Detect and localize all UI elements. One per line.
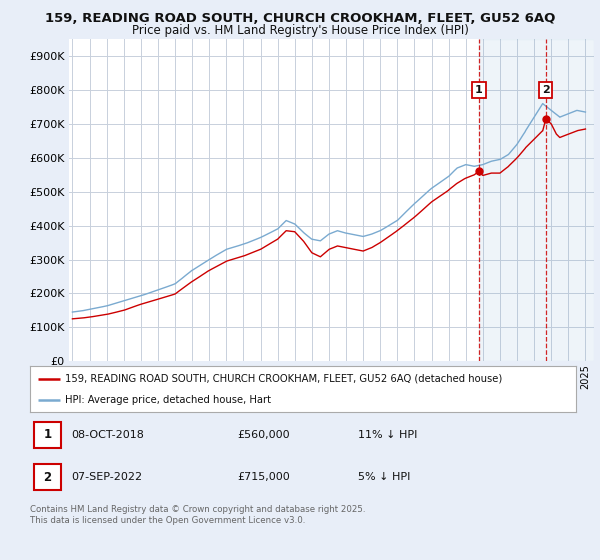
Text: 5% ↓ HPI: 5% ↓ HPI [358, 472, 410, 482]
Text: 159, READING ROAD SOUTH, CHURCH CROOKHAM, FLEET, GU52 6AQ: 159, READING ROAD SOUTH, CHURCH CROOKHAM… [45, 12, 555, 25]
Text: 11% ↓ HPI: 11% ↓ HPI [358, 430, 417, 440]
Text: Price paid vs. HM Land Registry's House Price Index (HPI): Price paid vs. HM Land Registry's House … [131, 24, 469, 36]
FancyBboxPatch shape [34, 422, 61, 447]
Text: 2: 2 [542, 85, 550, 95]
Text: 1: 1 [43, 428, 52, 441]
FancyBboxPatch shape [34, 464, 61, 490]
Text: 07-SEP-2022: 07-SEP-2022 [71, 472, 142, 482]
Text: £715,000: £715,000 [238, 472, 290, 482]
Bar [479, 39, 594, 361]
Text: 1: 1 [475, 85, 483, 95]
Text: 08-OCT-2018: 08-OCT-2018 [71, 430, 144, 440]
Text: 2: 2 [43, 470, 52, 484]
Text: 159, READING ROAD SOUTH, CHURCH CROOKHAM, FLEET, GU52 6AQ (detached house): 159, READING ROAD SOUTH, CHURCH CROOKHAM… [65, 374, 503, 384]
Text: HPI: Average price, detached house, Hart: HPI: Average price, detached house, Hart [65, 395, 271, 405]
Text: £560,000: £560,000 [238, 430, 290, 440]
Text: Contains HM Land Registry data © Crown copyright and database right 2025.
This d: Contains HM Land Registry data © Crown c… [30, 505, 365, 525]
